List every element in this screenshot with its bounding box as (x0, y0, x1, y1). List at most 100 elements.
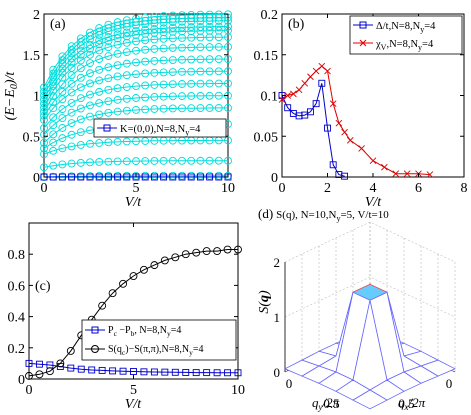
circle-marker (187, 10, 196, 19)
circle-marker (196, 156, 205, 165)
circle-marker (178, 43, 186, 52)
circle-marker (104, 63, 113, 72)
panel-title: (d) S(q), N=10,Ny=5, V/t=10 (258, 206, 389, 223)
circle-marker (113, 34, 122, 43)
circle-marker (108, 289, 117, 298)
circle-marker (159, 171, 168, 180)
y-tick-label: 2 (33, 8, 40, 23)
x-marker (358, 145, 365, 152)
x-tick-label: 0.5 (323, 396, 339, 411)
circle-marker (113, 171, 122, 180)
circle-marker (141, 57, 150, 66)
x-tick-label: 4 (370, 181, 377, 196)
circle-marker (86, 40, 94, 49)
circle-marker (76, 73, 85, 82)
circle-marker (132, 106, 140, 114)
circle-marker (205, 171, 214, 180)
circle-marker (196, 55, 205, 64)
z-tick-label: 1 (274, 310, 281, 325)
circle-marker (150, 156, 159, 165)
circle-marker (40, 124, 48, 133)
circle-marker (104, 43, 113, 52)
circle-marker (40, 130, 48, 139)
y-tick-label: 0 (33, 171, 40, 186)
title-1: y (336, 214, 340, 223)
square-marker (306, 108, 314, 116)
square-marker (192, 369, 200, 377)
circle-marker (150, 56, 159, 65)
legend-sq-2: )−S(π,π),N=8,N (125, 344, 189, 355)
legend-label-delta: Δ/t,N=8,Ny=4 (376, 21, 436, 34)
circle-marker (168, 27, 177, 36)
z-axis-label-bold: q (257, 295, 272, 302)
circle-marker (95, 87, 104, 96)
circle-marker (113, 84, 122, 93)
panel-label: (b) (288, 17, 305, 32)
y-tick-label: 0 (446, 376, 453, 391)
circle-marker (122, 106, 131, 115)
circle-marker (224, 79, 232, 88)
circle-marker (104, 74, 113, 83)
square-marker (114, 173, 122, 181)
circle-marker (76, 128, 85, 137)
circle-marker (202, 247, 211, 256)
circle-marker (214, 67, 223, 76)
circle-marker (49, 130, 58, 139)
square-marker (318, 79, 326, 87)
y-tick-label: 0.2 (8, 342, 26, 357)
x-marker (301, 79, 309, 87)
x-marker (324, 67, 331, 75)
legend-pc-3: b (131, 329, 135, 338)
x-marker (284, 92, 292, 99)
circle-marker (150, 35, 159, 44)
circle-marker (76, 94, 85, 103)
circle-marker (113, 18, 122, 27)
circle-marker (113, 61, 122, 70)
square-marker (58, 173, 66, 181)
legend: K=(0,0),N=8,Ny=4 (93, 118, 227, 138)
circle-marker (159, 44, 168, 53)
legend-marker-delta (359, 21, 367, 29)
legend-label-suffix: =4 (189, 124, 201, 135)
circle-marker (113, 95, 122, 104)
circle-marker (104, 52, 113, 61)
circle-marker (132, 26, 140, 35)
circle-marker (150, 45, 159, 53)
circle-marker (40, 138, 48, 147)
circle-marker (159, 156, 168, 165)
x-marker (312, 67, 320, 75)
circle-marker (196, 10, 205, 19)
circle-marker (67, 108, 76, 117)
x-tick-label: 8 (461, 181, 468, 196)
circle-marker (141, 137, 150, 145)
y-tick-label: 0.1 (261, 90, 279, 105)
panel-label: (c) (35, 279, 51, 294)
legend-marker (103, 124, 111, 132)
circle-marker (86, 139, 94, 148)
circle-marker (58, 123, 67, 132)
legend-marker-sq (91, 345, 99, 353)
x-marker (369, 157, 377, 165)
panel-d: (d)S(q), N=10,Ny=5, V/t=10 01200.5110.50… (257, 206, 456, 412)
circle-marker (67, 130, 76, 139)
circle-marker (113, 157, 122, 166)
circle-marker (129, 272, 138, 280)
circle-marker (205, 10, 214, 19)
circle-marker (86, 126, 94, 135)
legend-box (81, 319, 237, 361)
circle-marker (113, 137, 122, 146)
circle-marker (132, 70, 140, 79)
circle-marker (214, 156, 223, 165)
circle-marker (113, 30, 122, 39)
circle-marker (187, 171, 196, 180)
circle-marker (171, 253, 180, 262)
circle-marker (181, 250, 190, 259)
circle-marker (40, 107, 48, 116)
square-marker (224, 369, 232, 377)
circle-marker (86, 59, 94, 68)
circle-marker (95, 76, 104, 85)
square-marker (178, 173, 186, 181)
circle-marker (205, 33, 214, 42)
circle-marker (58, 105, 67, 114)
legend-pc-2: −P (117, 325, 131, 336)
